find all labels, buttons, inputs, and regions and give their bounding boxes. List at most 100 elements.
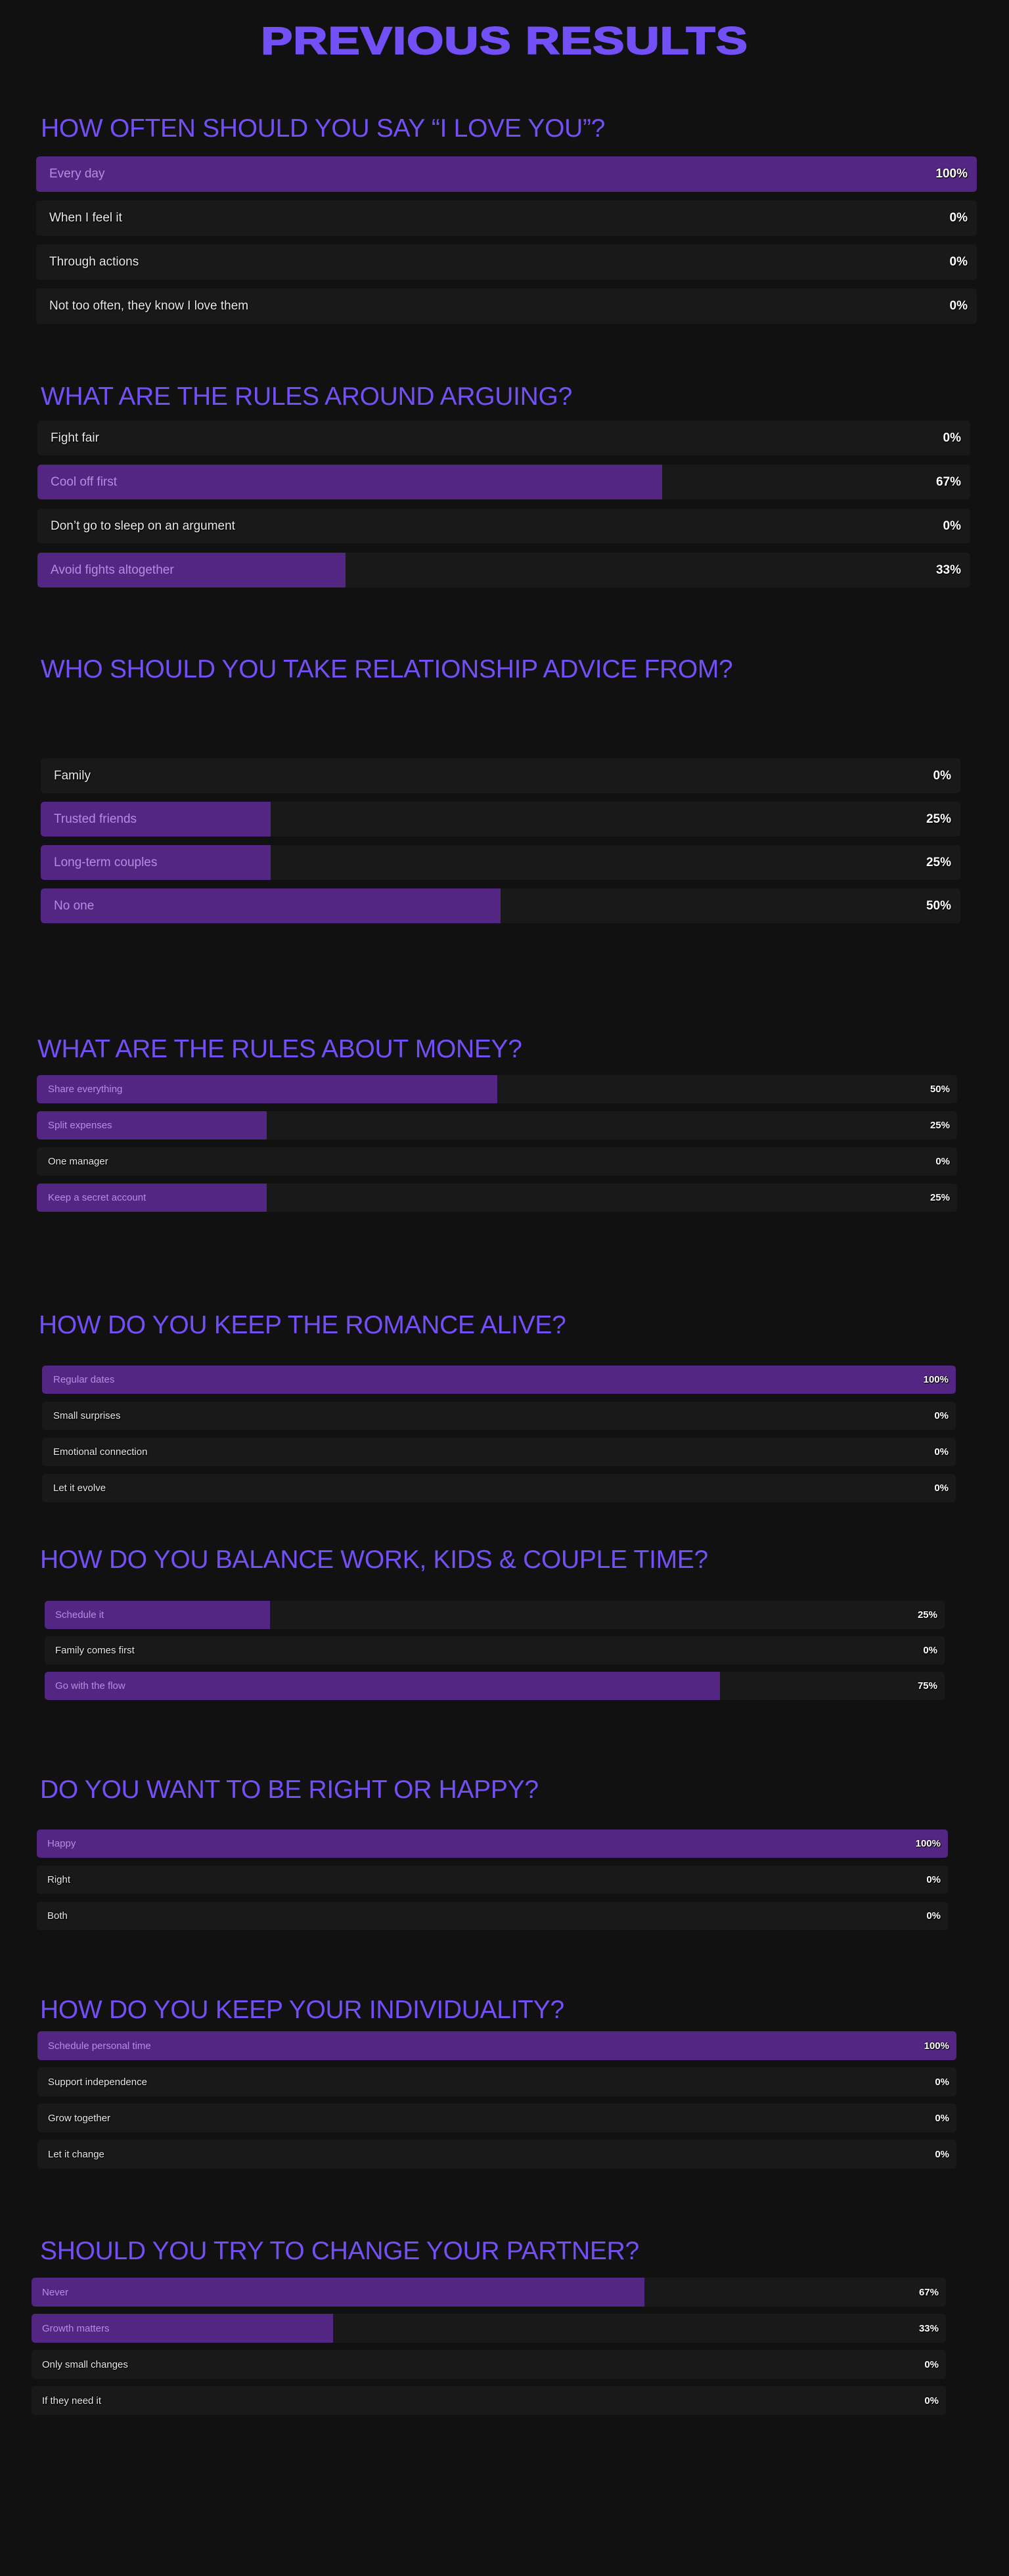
option-percent: 100% bbox=[924, 2040, 949, 2052]
option-label: Never bbox=[42, 2286, 69, 2298]
option-percent: 0% bbox=[949, 211, 968, 225]
option-label: Schedule personal time bbox=[48, 2040, 151, 2052]
poll-option[interactable]: Regular dates 100% bbox=[42, 1366, 956, 1394]
poll-option[interactable]: Schedule personal time 100% bbox=[37, 2031, 956, 2060]
option-percent: 100% bbox=[915, 1838, 941, 1849]
poll-option[interactable]: Fight fair 0% bbox=[37, 421, 970, 455]
result-bar-fill bbox=[37, 465, 663, 499]
question-title: HOW DO YOU BALANCE WORK, KIDS & COUPLE T… bbox=[40, 1546, 708, 1574]
poll-option[interactable]: Never 67% bbox=[32, 2278, 946, 2307]
question-title: WHAT ARE THE RULES AROUND ARGUING? bbox=[41, 382, 572, 411]
poll-option[interactable]: Share everything 50% bbox=[37, 1075, 957, 1103]
option-label: Schedule it bbox=[55, 1609, 104, 1621]
option-percent: 0% bbox=[923, 1645, 937, 1656]
poll-option[interactable]: Not too often, they know I love them 0% bbox=[36, 288, 977, 324]
option-label: Long-term couples bbox=[54, 855, 158, 869]
option-label: Fight fair bbox=[51, 430, 99, 445]
option-label: Only small changes bbox=[42, 2358, 128, 2370]
poll-option[interactable]: Both 0% bbox=[37, 1902, 948, 1930]
option-percent: 0% bbox=[926, 1874, 941, 1885]
page-title: PREVIOUS RESULTS bbox=[0, 19, 1009, 63]
option-label: Family bbox=[54, 768, 91, 783]
question-title: SHOULD YOU TRY TO CHANGE YOUR PARTNER? bbox=[40, 2237, 639, 2265]
result-bar-fill bbox=[37, 1829, 948, 1858]
option-label: Growth matters bbox=[42, 2322, 110, 2334]
option-label: Go with the flow bbox=[55, 1680, 125, 1691]
result-bar-fill bbox=[37, 1075, 497, 1103]
poll-option[interactable]: Support independence 0% bbox=[37, 2067, 956, 2096]
poll-option[interactable]: Every day 100% bbox=[36, 156, 977, 192]
result-bar-fill bbox=[45, 1672, 720, 1700]
poll-option[interactable]: Avoid fights altogether 33% bbox=[37, 553, 970, 587]
poll-option[interactable]: Family 0% bbox=[41, 758, 960, 793]
option-percent: 0% bbox=[924, 2395, 939, 2406]
poll-option[interactable]: No one 50% bbox=[41, 888, 960, 923]
poll-option[interactable]: Keep a secret account 25% bbox=[37, 1184, 957, 1212]
option-percent: 50% bbox=[930, 1084, 950, 1095]
option-percent: 0% bbox=[943, 518, 961, 533]
option-percent: 0% bbox=[924, 2358, 939, 2370]
option-label: No one bbox=[54, 898, 95, 913]
poll-option[interactable]: Cool off first 67% bbox=[37, 465, 970, 499]
poll-option[interactable]: Split expenses 25% bbox=[37, 1111, 957, 1139]
question-title: HOW OFTEN SHOULD YOU SAY “I LOVE YOU”? bbox=[41, 114, 606, 143]
option-percent: 33% bbox=[918, 2322, 939, 2334]
result-bar-fill bbox=[45, 1601, 270, 1629]
option-percent: 100% bbox=[935, 167, 968, 181]
poll-option[interactable]: Long-term couples 25% bbox=[41, 845, 960, 880]
option-label: If they need it bbox=[42, 2395, 102, 2406]
option-percent: 0% bbox=[935, 2112, 949, 2124]
option-label: Avoid fights altogether bbox=[51, 563, 174, 577]
poll-option[interactable]: When I feel it 0% bbox=[36, 200, 977, 236]
option-percent: 25% bbox=[930, 1120, 950, 1131]
option-percent: 100% bbox=[923, 1374, 949, 1385]
poll-option[interactable]: Family comes first 0% bbox=[45, 1636, 945, 1665]
poll-option[interactable]: Trusted friends 25% bbox=[41, 802, 960, 837]
option-label: Grow together bbox=[48, 2112, 111, 2124]
poll-option[interactable]: If they need it 0% bbox=[32, 2386, 946, 2415]
option-percent: 0% bbox=[935, 2148, 949, 2160]
poll-option[interactable]: Go with the flow 75% bbox=[45, 1672, 945, 1700]
option-label: Small surprises bbox=[53, 1410, 121, 1421]
result-bar-fill bbox=[32, 2314, 334, 2343]
result-bar-fill bbox=[41, 802, 271, 837]
option-percent: 25% bbox=[930, 1192, 950, 1203]
poll-option[interactable]: Don’t go to sleep on an argument 0% bbox=[37, 509, 970, 543]
poll-option[interactable]: Schedule it 25% bbox=[45, 1601, 945, 1629]
result-bar-fill bbox=[42, 1366, 956, 1394]
poll-option[interactable]: Happy 100% bbox=[37, 1829, 948, 1858]
option-label: Emotional connection bbox=[53, 1446, 148, 1458]
option-percent: 67% bbox=[918, 2286, 939, 2298]
option-label: Right bbox=[47, 1874, 71, 1885]
option-label: Let it evolve bbox=[53, 1483, 106, 1494]
result-bar-fill bbox=[37, 1184, 267, 1212]
option-label: Happy bbox=[47, 1838, 76, 1849]
poll-option[interactable]: Let it change 0% bbox=[37, 2140, 956, 2169]
option-percent: 0% bbox=[935, 2076, 949, 2088]
option-percent: 0% bbox=[933, 768, 951, 783]
option-label: Split expenses bbox=[48, 1120, 112, 1131]
option-percent: 25% bbox=[926, 855, 951, 869]
poll-option[interactable]: Emotional connection 0% bbox=[42, 1438, 956, 1466]
poll-option[interactable]: Right 0% bbox=[37, 1866, 948, 1894]
poll-option[interactable]: Growth matters 33% bbox=[32, 2314, 946, 2343]
option-label: Regular dates bbox=[53, 1374, 115, 1385]
poll-option[interactable]: Through actions 0% bbox=[36, 244, 977, 280]
poll-option[interactable]: One manager 0% bbox=[37, 1147, 957, 1176]
poll-option[interactable]: Let it evolve 0% bbox=[42, 1474, 956, 1502]
option-percent: 0% bbox=[934, 1446, 949, 1458]
poll-option[interactable]: Small surprises 0% bbox=[42, 1402, 956, 1430]
result-bar-fill bbox=[41, 888, 501, 923]
poll-option[interactable]: Grow together 0% bbox=[37, 2104, 956, 2132]
result-bar-fill bbox=[37, 553, 346, 587]
option-label: Support independence bbox=[48, 2076, 147, 2088]
option-label: Every day bbox=[49, 167, 105, 181]
option-label: Both bbox=[47, 1910, 68, 1921]
poll-option[interactable]: Only small changes 0% bbox=[32, 2350, 946, 2379]
question-title: HOW DO YOU KEEP THE ROMANCE ALIVE? bbox=[39, 1311, 566, 1339]
option-label: Family comes first bbox=[55, 1645, 135, 1656]
result-bar-fill bbox=[32, 2278, 644, 2307]
result-bar-fill bbox=[41, 845, 271, 880]
option-percent: 50% bbox=[926, 898, 951, 913]
option-percent: 0% bbox=[934, 1483, 949, 1494]
